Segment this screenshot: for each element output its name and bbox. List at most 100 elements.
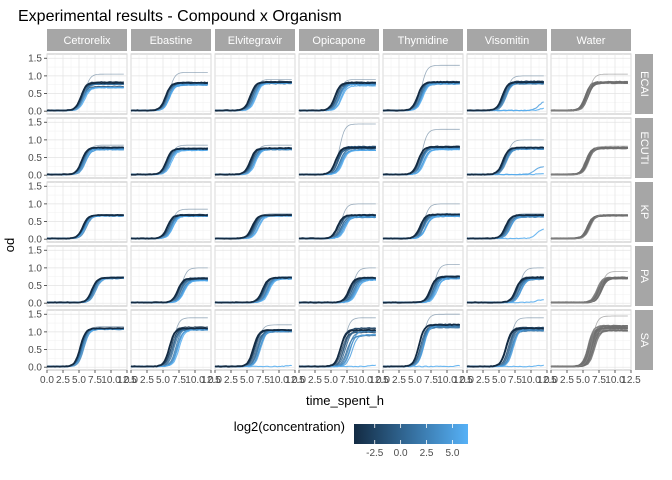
- facet-panels: [46, 53, 632, 371]
- colorbar-title: log2(concentration): [234, 419, 345, 434]
- series-line-main: [466, 327, 544, 368]
- series-line-outlier: [551, 73, 628, 111]
- y-tick-label: 0.5: [28, 89, 42, 100]
- colorbar-tick-label: -2.5: [366, 448, 384, 459]
- x-tick-label: 12.5: [117, 375, 137, 386]
- colorbar-tick-label: 0.0: [394, 448, 408, 459]
- y-tick-label: 1.0: [28, 263, 42, 274]
- x-tick-label: 10.0: [353, 375, 373, 386]
- colorbar-ticks: -2.5 0.0 2.5 5.0: [366, 424, 460, 459]
- series-line-main: [382, 145, 460, 176]
- row-strip: [635, 54, 653, 114]
- facet-panel: [550, 53, 632, 115]
- series-line-main: [214, 213, 292, 240]
- column-strip: [299, 29, 379, 51]
- chart-title: Experimental results - Compound x Organi…: [18, 8, 342, 25]
- facet-panel: [550, 117, 632, 179]
- facet-panel: [550, 181, 632, 243]
- y-tick-label: 1.0: [28, 135, 42, 146]
- x-tick-label: 2.5: [140, 375, 154, 386]
- facet-panel: [298, 53, 380, 115]
- x-tick-label: 2.5: [224, 375, 238, 386]
- x-tick-label: 12.5: [537, 375, 557, 386]
- series-line-main: [46, 327, 124, 368]
- column-strip: [383, 29, 463, 51]
- series-line-main: [214, 147, 292, 176]
- column-strip-label: Opicapone: [312, 35, 365, 47]
- facet-panel: [298, 117, 380, 179]
- x-tick-label: 5.0: [240, 375, 254, 386]
- series-line-outlier: [551, 315, 628, 367]
- facet-panel: [550, 245, 632, 307]
- y-tick-label: 1.5: [28, 54, 42, 65]
- facet-panel: [130, 309, 212, 371]
- facet-panel: [298, 245, 380, 307]
- series-line-main: [130, 327, 208, 368]
- series-line-main: [298, 276, 376, 304]
- x-tick-label: 0.0: [460, 375, 474, 386]
- x-tick-label: 12.5: [285, 375, 305, 386]
- x-tick-label: 10.0: [605, 375, 625, 386]
- x-tick-label: 2.5: [308, 375, 322, 386]
- series-line-main: [46, 146, 125, 176]
- y-tick-label: 1.0: [28, 71, 42, 82]
- x-axis: 0.0 2.5 5.0 7.5 10.012.50.0 2.5 5.0 7.5 10.012.5…: [40, 370, 641, 386]
- row-strip-label: SA: [638, 333, 650, 348]
- facet-panel: [466, 117, 548, 179]
- row-strip-label: ECUTI: [638, 132, 650, 165]
- x-tick-label: 10.0: [185, 375, 205, 386]
- facet-panel: [466, 309, 548, 371]
- row-strip: [635, 310, 653, 370]
- series-line-main: [383, 81, 460, 112]
- y-tick-label: 1.5: [28, 118, 42, 129]
- row-strip-label: KP: [638, 205, 650, 220]
- facet-panel: [214, 53, 296, 115]
- x-tick-label: 2.5: [560, 375, 574, 386]
- x-tick-label: 7.5: [592, 375, 606, 386]
- colorbar-legend: log2(concentration) -2.5 0.0 2.5 5.0: [234, 419, 468, 459]
- series-line-main: [466, 81, 544, 112]
- facet-panel: [382, 181, 464, 243]
- facet-panel: [46, 53, 128, 115]
- x-tick-label: 7.5: [172, 375, 186, 386]
- series-line-main: [382, 275, 460, 304]
- series-line-main: [130, 214, 208, 240]
- column-strip-label: Visomitin: [485, 35, 529, 47]
- y-tick-label: 1.0: [28, 327, 42, 338]
- y-tick-label: 0.0: [28, 363, 42, 374]
- column-strip: [47, 29, 127, 51]
- facet-panel: [298, 181, 380, 243]
- x-tick-label: 7.5: [256, 375, 270, 386]
- series-line-main: [298, 329, 376, 368]
- column-strip: [551, 29, 631, 51]
- y-tick-label: 0.0: [28, 171, 42, 182]
- facet-panel: [130, 117, 212, 179]
- facet-panel: [382, 245, 464, 307]
- series-line-main: [130, 81, 208, 112]
- facet-panel: [550, 309, 632, 371]
- column-strip-label: Ebastine: [150, 35, 193, 47]
- facet-panel: [214, 117, 296, 179]
- series-line-main: [382, 213, 460, 240]
- facet-panel: [130, 181, 212, 243]
- x-tick-label: 12.5: [453, 375, 473, 386]
- series-line-main: [214, 329, 292, 368]
- y-tick-label: 1.5: [28, 310, 42, 321]
- series-line-main: [46, 213, 124, 240]
- facet-panel: [214, 181, 296, 243]
- x-tick-label: 12.5: [369, 375, 389, 386]
- x-tick-label: 7.5: [340, 375, 354, 386]
- x-tick-label: 7.5: [88, 375, 102, 386]
- y-tick-label: 0.0: [28, 235, 42, 246]
- series-line-main: [466, 276, 544, 304]
- y-tick-label: 0.0: [28, 107, 42, 118]
- series-line-main: [130, 277, 208, 304]
- series-line-main: [298, 146, 376, 176]
- series-line-main: [298, 81, 376, 112]
- facet-strips: Cetrorelix Ebastine Elvitegravir Opicapone T…: [47, 29, 653, 370]
- x-tick-label: 0.0: [124, 375, 138, 386]
- series-line-main: [214, 81, 292, 112]
- series-line-outlier: [551, 214, 628, 239]
